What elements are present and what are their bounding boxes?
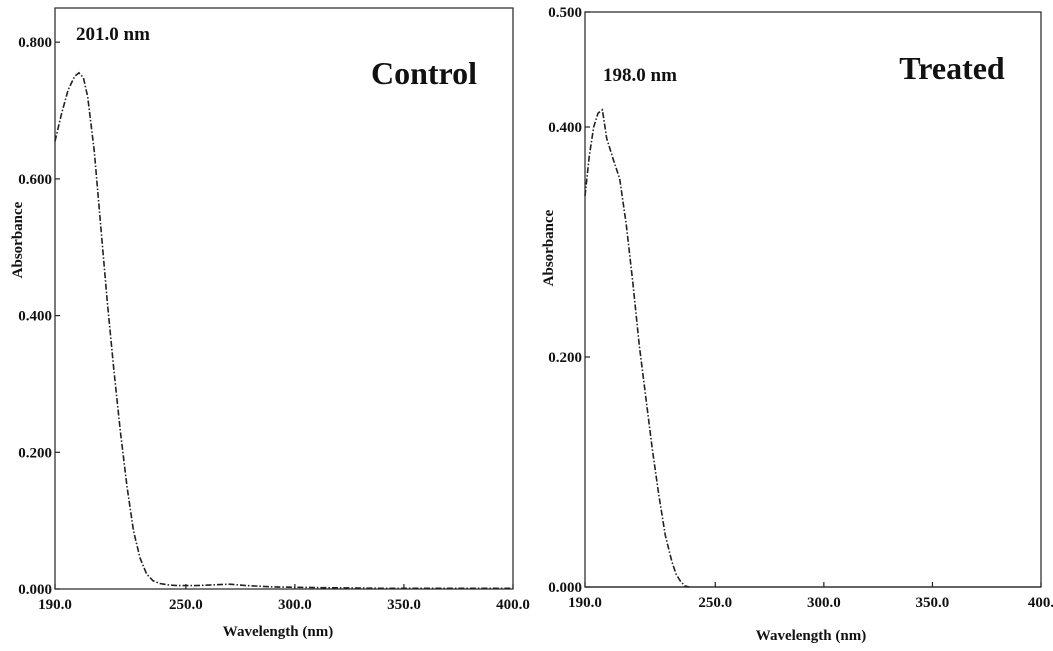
chart-panel-2: 0.000 0.200 0.400 0.500 190.0 250.0 300.0 350.0… [541,5,1053,644]
peak-wavelength-label: 198.0 nm [603,65,677,86]
x-tick-label: 190.0 [568,595,602,611]
absorbance-curve-1 [54,71,513,590]
chart-panel-1: 0.000 0.200 0.400 0.600 0.800 190.0 250.0 300.0… [10,7,530,640]
x-tick-label: 300.0 [278,597,312,613]
y-tick-label: 0.600 [18,172,52,188]
x-tick-label: 350.0 [916,595,950,611]
y-tick-label: 0.400 [18,309,52,325]
plot-frame [54,7,514,590]
y-axis-label: Absorbance [10,201,26,278]
plot-frame [584,11,1042,588]
absorbance-curve-1 [584,108,690,588]
panel-title: Treated [899,50,1005,86]
x-tick-label: 250.0 [698,595,732,611]
y-tick-label: 0.000 [548,580,582,596]
x-tick-label: 350.0 [387,597,421,613]
y-tick-label: 0.500 [548,5,582,21]
panel-title: Control [371,55,477,91]
y-tick-label: 0.800 [18,35,52,51]
peak-wavelength-label: 201.0 nm [76,24,150,45]
x-tick-label: 300.0 [807,595,841,611]
y-tick-label: 0.400 [548,120,582,136]
x-tick-label: 400.0 [496,597,530,613]
y-tick-label: 0.000 [18,582,52,598]
y-axis-label: Absorbance [541,209,557,286]
x-axis-label: Wavelength (nm) [223,624,333,640]
y-tick-label: 0.200 [548,350,582,366]
y-tick-label: 0.200 [18,445,52,461]
x-tick-label: 400. [1028,595,1053,611]
x-tick-label: 190.0 [38,597,72,613]
x-tick-label: 250.0 [169,597,203,613]
x-axis-label: Wavelength (nm) [756,628,866,644]
